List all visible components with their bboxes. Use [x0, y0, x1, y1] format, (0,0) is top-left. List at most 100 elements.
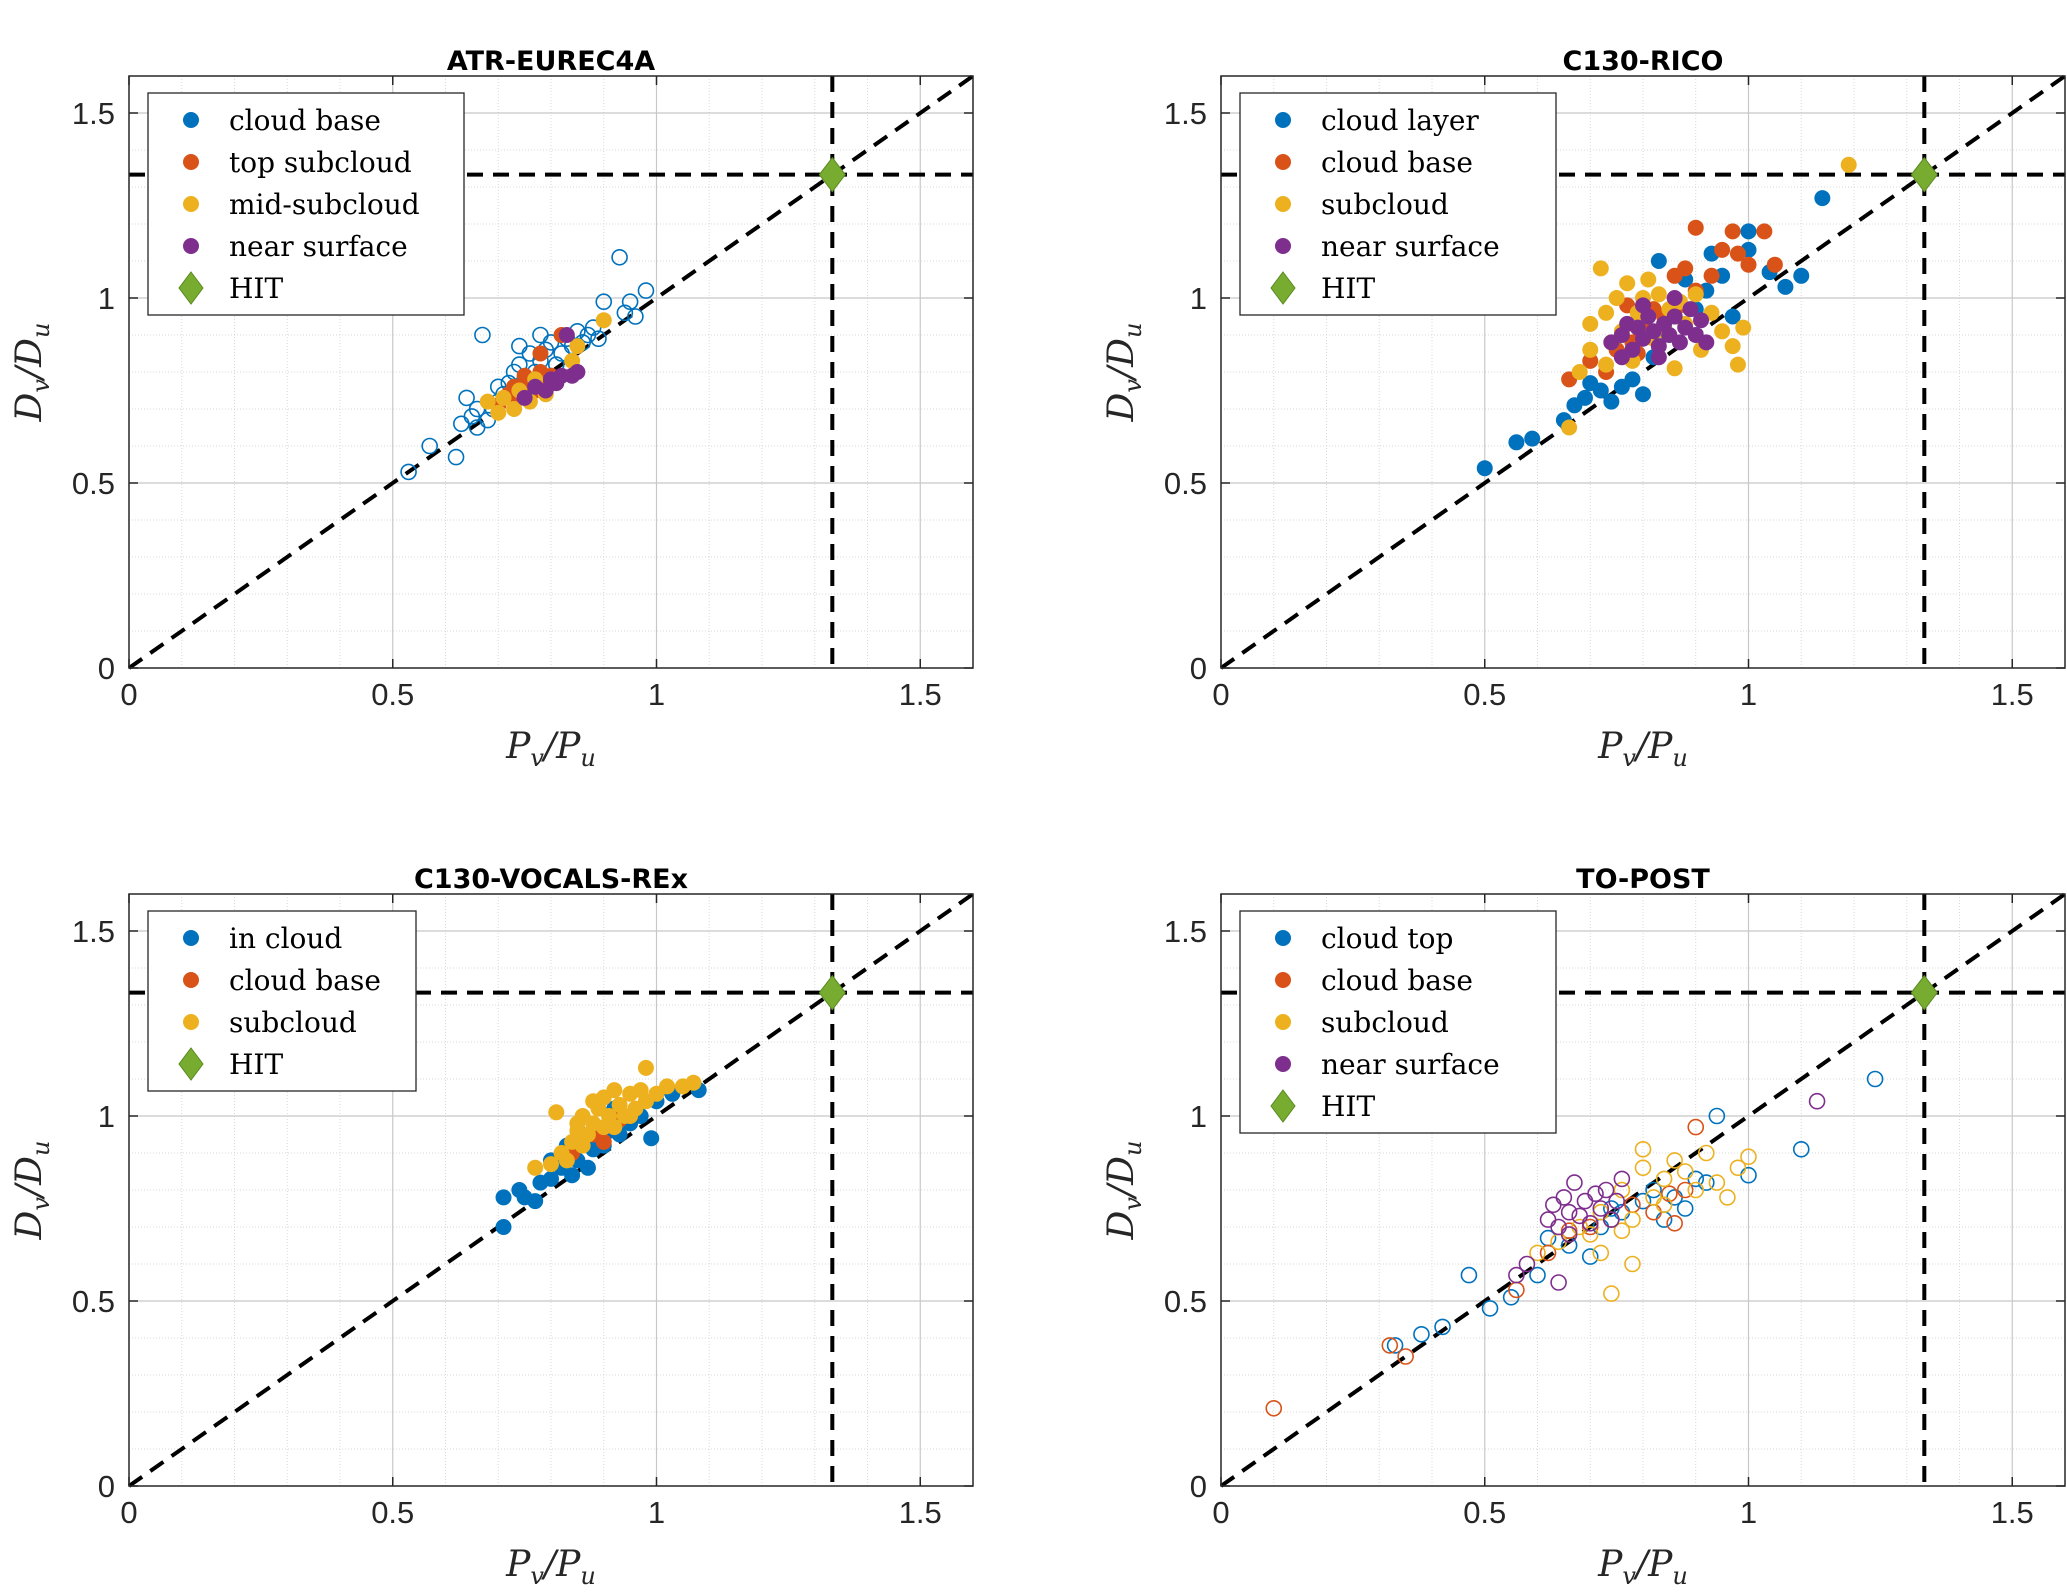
data-point: [1476, 460, 1493, 477]
data-point: [421, 437, 438, 455]
y-tick-label: 1: [1190, 281, 1207, 316]
data-point: [1386, 1337, 1404, 1354]
data-point: [495, 1189, 512, 1206]
data-point: [1650, 286, 1667, 303]
legend-marker: [1275, 112, 1291, 128]
x-tick-label: 1: [1740, 677, 1757, 712]
data-point: [527, 1193, 544, 1210]
legend-marker: [183, 112, 199, 128]
data-point: [1729, 356, 1746, 373]
legend: in cloud cloud base subcloud HIT: [147, 910, 417, 1092]
data-point: [548, 1104, 565, 1121]
data-point: [511, 337, 528, 355]
legend-marker: [1275, 972, 1291, 988]
data-point: [490, 404, 507, 421]
data-point: [1381, 1337, 1399, 1354]
data-point: [1603, 1285, 1620, 1302]
data-point: [1866, 1070, 1884, 1088]
data-point: [468, 400, 486, 418]
data-point: [516, 389, 533, 406]
data-point: [595, 312, 612, 329]
data-point: [1608, 1192, 1625, 1210]
data-point: [627, 308, 644, 325]
x-tick-label: 0.5: [371, 677, 414, 712]
data-point: [1724, 308, 1741, 325]
data-point: [590, 330, 607, 348]
hit-marker: [1910, 974, 1938, 1011]
data-point: [611, 248, 628, 266]
data-point: [447, 448, 465, 466]
data-point: [1265, 1400, 1283, 1417]
data-point: [1481, 1300, 1499, 1317]
data-point: [400, 463, 417, 481]
data-point: [1582, 315, 1599, 332]
legend: cloud layer cloud base subcloud near surfac…: [1239, 92, 1557, 316]
panel-title: ATR-EUREC4A: [447, 46, 655, 77]
data-point: [527, 1159, 544, 1176]
data-point: [659, 1078, 676, 1095]
data-point: [1645, 1181, 1662, 1199]
legend-label: near surface: [1321, 1048, 1500, 1081]
legend-label: in cloud: [229, 922, 342, 955]
data-point: [595, 293, 613, 311]
legend-marker: [1275, 238, 1291, 254]
data-point: [1792, 1141, 1810, 1158]
y-axis-label: Dv/Du: [9, 323, 55, 423]
data-point: [1603, 1211, 1620, 1228]
hit-marker: [818, 156, 846, 193]
data-point: [579, 1159, 596, 1176]
data-point: [1777, 278, 1794, 295]
data-point: [1698, 334, 1715, 351]
data-point: [1693, 312, 1710, 329]
data-point: [1603, 393, 1620, 410]
panel-title: C130-RICO: [1563, 46, 1724, 77]
data-point: [564, 1167, 581, 1184]
legend-marker-diamond: [178, 271, 204, 305]
data-point: [1635, 297, 1651, 314]
data-point: [1655, 1196, 1673, 1214]
legend-label: top subcloud: [229, 146, 412, 179]
legend-label: cloud top: [1321, 922, 1453, 955]
data-point: [1576, 389, 1593, 406]
data-point: [1508, 434, 1525, 451]
legend-label: near surface: [1321, 230, 1500, 263]
x-axis-label: Pv/Pu: [505, 726, 596, 772]
data-point: [1582, 341, 1599, 358]
data-point: [1640, 271, 1657, 288]
legend-label: cloud base: [229, 964, 381, 997]
legend-marker: [1275, 1014, 1291, 1030]
legend-label: subcloud: [229, 1006, 357, 1039]
x-tick-label: 0.5: [1463, 1495, 1506, 1530]
legend-marker-diamond: [1270, 271, 1296, 305]
data-point: [1635, 386, 1651, 403]
data-point: [1650, 253, 1667, 269]
series-cloud-base: [1561, 219, 1783, 388]
ticks: 0 0.5 1 1.5 0 0.5 1 1.5: [72, 894, 973, 1530]
legend-marker: [183, 972, 199, 988]
y-tick-label: 1.5: [72, 914, 115, 949]
data-point: [637, 282, 655, 299]
legend-marker: [183, 1014, 199, 1030]
data-point: [1592, 1200, 1610, 1217]
data-point: [1539, 1244, 1557, 1262]
data-point: [1808, 1092, 1826, 1110]
legend-label: HIT: [1321, 272, 1375, 305]
data-point: [1508, 1266, 1525, 1284]
data-point: [1587, 1185, 1604, 1202]
data-point: [1676, 1200, 1694, 1217]
data-point: [1687, 219, 1704, 236]
data-point: [1714, 241, 1731, 258]
legend-marker: [1275, 930, 1291, 946]
hit-marker: [1910, 156, 1938, 193]
data-point: [685, 1074, 702, 1091]
data-point: [1598, 304, 1615, 321]
data-point: [1613, 349, 1630, 366]
data-point: [1793, 267, 1810, 284]
y-tick-label: 0: [98, 651, 115, 686]
data-point: [1655, 1170, 1673, 1188]
y-axis-label: Dv/Du: [1101, 323, 1147, 423]
x-tick-label: 0.5: [371, 1495, 414, 1530]
x-tick-label: 1: [648, 677, 665, 712]
x-tick-label: 0: [1212, 1495, 1229, 1530]
data-point: [458, 389, 475, 407]
